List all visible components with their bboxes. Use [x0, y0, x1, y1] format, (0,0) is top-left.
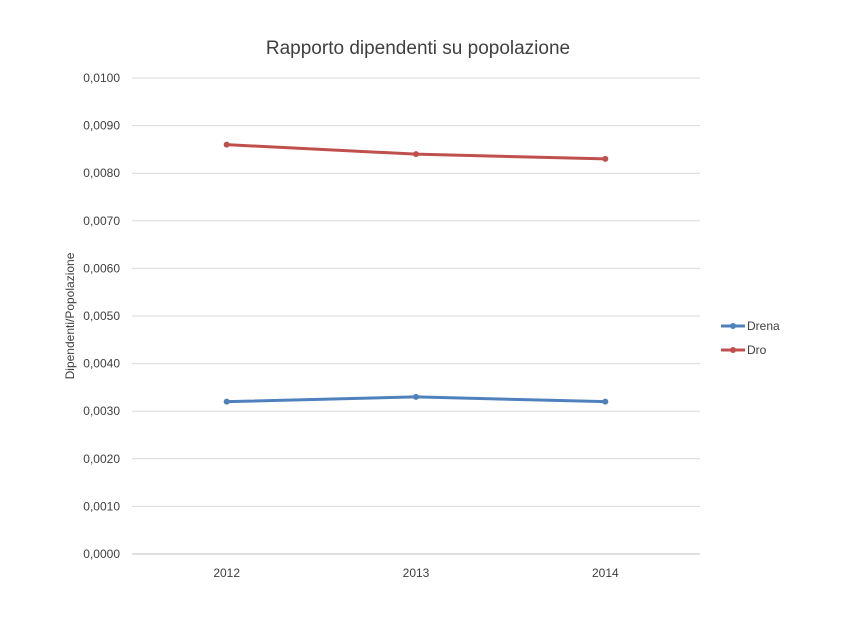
legend-marker-drena [730, 323, 736, 329]
legend-marker-dro [730, 347, 736, 353]
y-axis-ticks: 0,0000 0,0010 0,0020 0,0030 0,0040 0,0050 0,00… [83, 71, 120, 561]
y-axis-label: Dipendenti/Popolazione [63, 252, 77, 379]
legend-label-drena: Drena [747, 319, 780, 333]
legend-label-dro: Dro [747, 343, 767, 357]
y-tick-label: 0,0020 [83, 452, 120, 466]
gridlines [132, 77, 700, 555]
data-point-dro [223, 141, 230, 148]
y-tick-label: 0,0080 [83, 166, 120, 180]
y-tick-label: 0,0040 [83, 357, 120, 371]
y-tick-label: 0,0000 [83, 547, 120, 561]
x-tick-label: 2012 [213, 566, 240, 580]
x-tick-label: 2014 [592, 566, 619, 580]
y-tick-label: 0,0100 [83, 71, 120, 85]
chart-title: Rapporto dipendenti su popolazione [266, 38, 570, 59]
legend: Drena Dro [721, 319, 780, 357]
y-tick-label: 0,0050 [83, 309, 120, 323]
x-tick-label: 2013 [403, 566, 430, 580]
y-tick-label: 0,0060 [83, 261, 120, 275]
data-point-dro [602, 155, 609, 162]
data-point-drena [413, 393, 419, 400]
y-tick-label: 0,0090 [83, 119, 120, 133]
y-tick-label: 0,0070 [83, 214, 120, 228]
series-lines [223, 141, 609, 405]
data-point-drena [602, 398, 609, 405]
y-tick-label: 0,0010 [83, 499, 120, 513]
x-axis-ticks: 2012 2013 2014 [213, 566, 619, 580]
y-tick-label: 0,0030 [83, 404, 120, 418]
data-point-dro [413, 151, 419, 158]
data-point-drena [223, 398, 230, 405]
